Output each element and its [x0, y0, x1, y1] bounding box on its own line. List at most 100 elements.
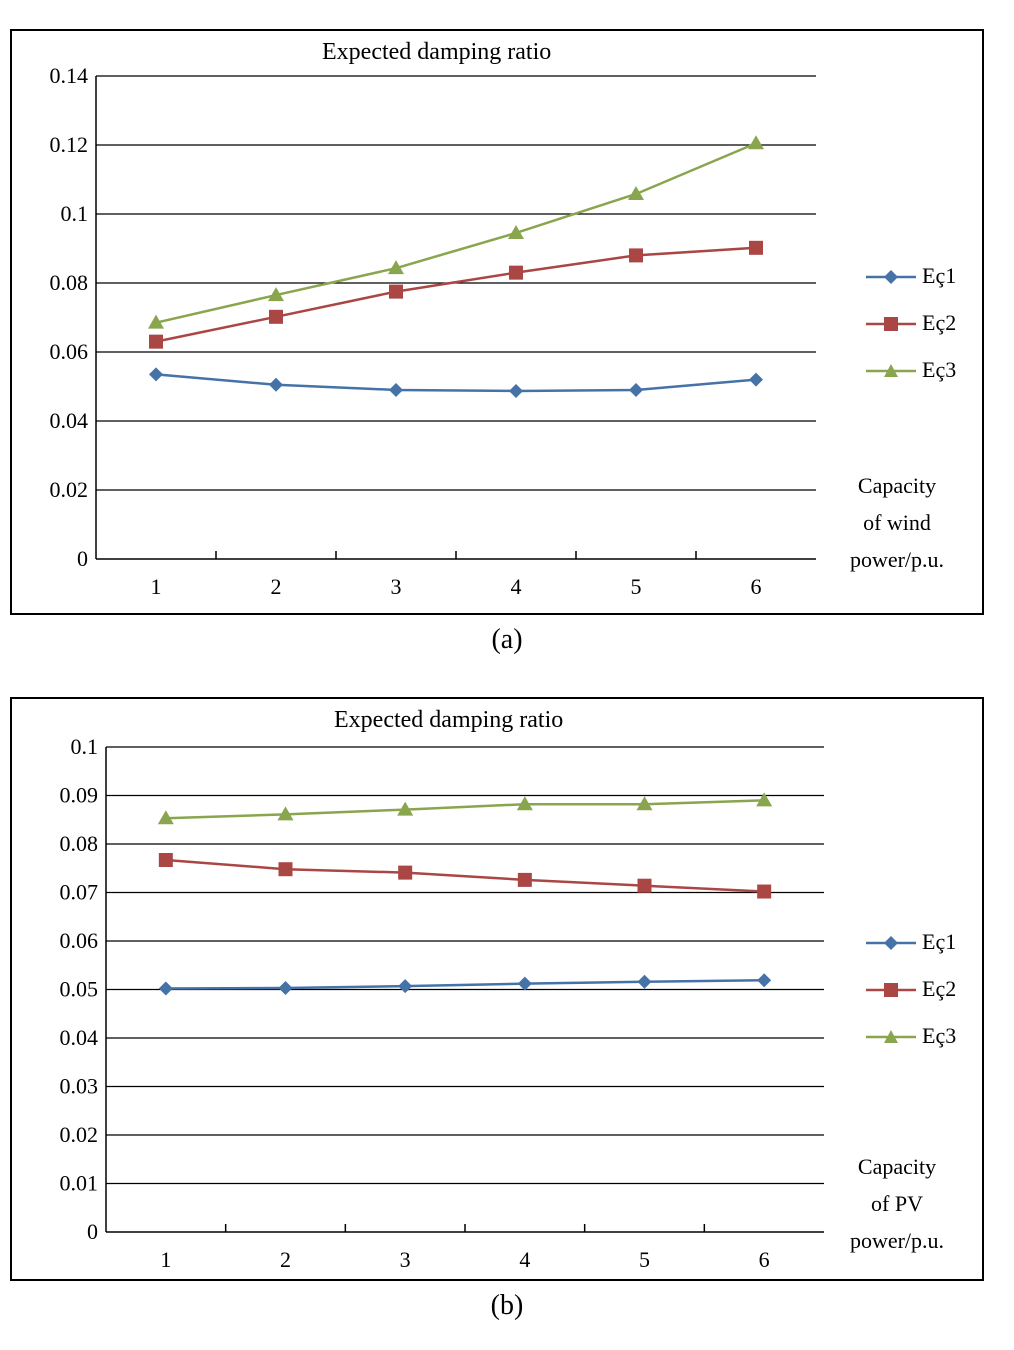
x-tick-label: 6: [751, 574, 762, 599]
x-axis-label-line: Capacity: [857, 473, 937, 498]
x-axis-label-line: Capacity: [857, 1154, 937, 1179]
legend-marker-square-icon: [866, 317, 916, 331]
data-point-triangle: [628, 185, 644, 200]
legend-label: Eç1: [922, 263, 957, 288]
y-tick-label: 0.12: [50, 132, 89, 157]
y-tick-label: 0.07: [60, 880, 99, 905]
chart-plot-b: 0 0.01 0.02 0.03 0.04 0.05 0.06 0.07 0.08 0.09 0.1…: [60, 734, 824, 1272]
data-point-triangle: [148, 314, 164, 329]
caption-b: (b): [490, 1290, 524, 1321]
y-tick-label: 0.01: [60, 1171, 99, 1196]
x-tick-label: 2: [280, 1247, 291, 1272]
y-tick-label: 0.08: [60, 831, 99, 856]
x-axis-label: Capacity of wind power/p.u.: [832, 467, 962, 578]
legend-label: Eç1: [922, 929, 957, 954]
series-line: [165, 858, 765, 893]
x-tick-label: 3: [400, 1247, 411, 1272]
series-line: [155, 246, 757, 343]
y-tick-label: 0.02: [60, 1122, 99, 1147]
data-point-square: [398, 865, 413, 880]
y-tick-label: 0: [87, 1219, 98, 1244]
data-point-triangle: [508, 224, 524, 239]
y-tick-label: 0.06: [50, 339, 89, 364]
data-point-square: [158, 853, 173, 868]
data-point-square: [389, 284, 403, 299]
data-point-triangle: [636, 796, 653, 811]
series-line: [165, 799, 765, 820]
data-point-diamond: [149, 367, 163, 382]
data-point-square: [749, 240, 763, 255]
data-point-diamond: [637, 974, 652, 989]
x-axis-label-line: of wind: [863, 510, 931, 535]
chart-panel-b: 0 0.01 0.02 0.03 0.04 0.05 0.06 0.07 0.08 0.09 0.1…: [10, 697, 984, 1281]
legend-marker-square-icon: [866, 983, 916, 997]
x-axis-label-line: of PV: [871, 1191, 923, 1216]
x-tick-label: 4: [519, 1247, 530, 1272]
data-point-diamond: [269, 377, 283, 392]
legend-marker-triangle-icon: [866, 1030, 916, 1043]
data-point-triangle: [748, 135, 764, 150]
series-line: [165, 979, 765, 990]
data-point-triangle: [756, 792, 773, 807]
y-tick-label: 0.05: [60, 977, 99, 1002]
x-tick-label: 2: [271, 574, 282, 599]
x-tick-label: 1: [160, 1247, 171, 1272]
data-point-diamond: [398, 979, 413, 994]
x-tick-label: 5: [631, 574, 642, 599]
data-point-square: [149, 334, 163, 349]
data-point-diamond: [278, 981, 293, 996]
chart-panel-a: 0 0.02 0.04 0.06 0.08 0.1 0.12 0.14 1 2 3 4 5 6 Expec…: [10, 29, 984, 615]
y-tick-label: 0: [77, 546, 88, 571]
x-tick-label: 5: [639, 1247, 650, 1272]
x-axis-label: Capacity of PV power/p.u.: [832, 1148, 962, 1259]
y-tick-label: 0.1: [61, 201, 89, 226]
data-point-square: [278, 862, 293, 877]
data-point-triangle: [388, 260, 404, 275]
x-axis-label-line: power/p.u.: [849, 1228, 945, 1253]
y-tick-label: 0.02: [50, 477, 89, 502]
chart-title: Expected damping ratio: [334, 707, 564, 733]
data-point-triangle: [268, 287, 284, 302]
y-tick-label: 0.04: [50, 408, 89, 433]
data-point-square: [637, 878, 652, 893]
data-point-square: [629, 248, 643, 263]
y-tick-label: 0.04: [60, 1025, 99, 1050]
data-point-triangle: [277, 806, 294, 821]
legend-label: Eç3: [922, 357, 957, 382]
chart-title: Expected damping ratio: [322, 39, 552, 65]
y-tick-label: 0.06: [60, 928, 99, 953]
y-tick-label: 0.08: [50, 270, 89, 295]
data-point-triangle: [516, 796, 533, 811]
x-tick-label: 4: [511, 574, 522, 599]
x-tick-label: 6: [759, 1247, 770, 1272]
data-point-diamond: [517, 976, 532, 991]
legend-label: Eç2: [922, 976, 957, 1001]
data-point-diamond: [509, 383, 523, 398]
series-line: [155, 373, 757, 393]
data-point-diamond: [629, 382, 643, 397]
legend-marker-diamond-icon: [866, 270, 916, 284]
chart-plot-a: 0 0.02 0.04 0.06 0.08 0.1 0.12 0.14 1 2 3 4 5 6: [50, 63, 816, 599]
data-point-diamond: [749, 372, 763, 387]
x-axis-label-line: power/p.u.: [849, 547, 945, 572]
data-point-diamond: [389, 382, 403, 397]
data-point-triangle: [157, 810, 174, 825]
legend-label: Eç2: [922, 310, 957, 335]
legend-marker-diamond-icon: [866, 936, 916, 950]
legend-label: Eç3: [922, 1023, 957, 1048]
x-tick-label: 3: [391, 574, 402, 599]
data-point-square: [517, 872, 532, 887]
data-point-triangle: [397, 801, 414, 816]
data-point-diamond: [158, 981, 173, 996]
caption-a: (a): [491, 624, 523, 655]
data-point-square: [757, 884, 772, 899]
data-point-square: [509, 265, 523, 280]
x-tick-label: 1: [151, 574, 162, 599]
y-tick-label: 0.09: [60, 783, 99, 808]
data-point-square: [269, 309, 283, 324]
y-tick-label: 0.1: [71, 734, 99, 759]
y-tick-label: 0.14: [50, 63, 89, 88]
legend-marker-triangle-icon: [866, 364, 916, 377]
y-tick-label: 0.03: [60, 1074, 99, 1099]
data-point-diamond: [757, 973, 772, 988]
